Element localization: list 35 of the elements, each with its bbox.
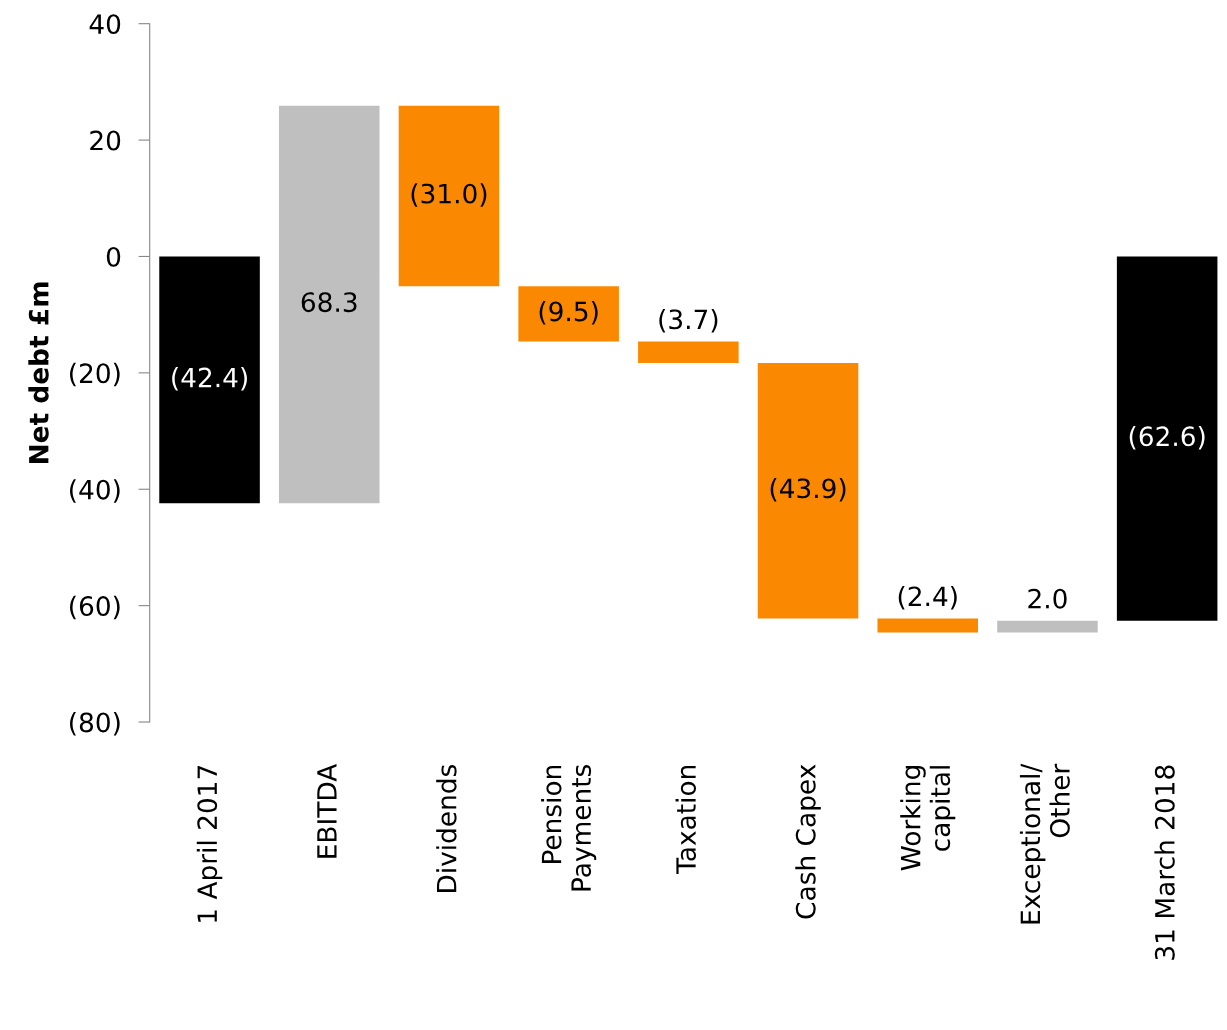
- bar: [757, 362, 859, 619]
- data-label: (2.4): [898, 585, 957, 610]
- x-tick-label: Pension Payments: [541, 764, 597, 891]
- data-label: (43.9): [770, 477, 846, 502]
- x-tick-label: 31 March 2018: [1154, 765, 1175, 960]
- data-label: (62.6): [1129, 425, 1205, 450]
- x-tick-label: 1 April 2017: [196, 765, 223, 922]
- y-tick-label: 40: [89, 14, 121, 35]
- bar: [278, 105, 380, 504]
- data-label: (42.4): [172, 367, 247, 391]
- data-label: (9.5): [539, 301, 598, 325]
- x-tick-label: Cash Capex: [795, 764, 821, 919]
- x-tick-label: Dividends: [436, 764, 457, 892]
- y-tick-label: 0: [106, 246, 121, 267]
- x-tick-label: Exceptional/ Other: [1019, 763, 1070, 924]
- y-tick-label: (40): [70, 479, 120, 503]
- x-tick-label: Taxation: [675, 765, 696, 875]
- bar: [877, 618, 979, 633]
- bar: [1116, 256, 1218, 621]
- y-tick-label: (80): [70, 712, 120, 736]
- x-tick-label: EBITDA: [317, 763, 337, 858]
- bar: [159, 256, 260, 504]
- y-tick-label: (60): [70, 595, 120, 620]
- bar: [398, 105, 500, 287]
- x-tick-label: Working capital: [900, 766, 956, 871]
- y-axis-title: Net debt £m: [28, 282, 49, 463]
- bar: [518, 286, 619, 342]
- y-tick-label: (20): [70, 362, 120, 387]
- data-label: (3.7): [659, 308, 718, 333]
- bar: [997, 620, 1098, 633]
- bar: [638, 341, 739, 363]
- data-label: (31.0): [411, 183, 487, 207]
- data-label: 68.3: [301, 292, 357, 313]
- data-label: 2.0: [1028, 588, 1067, 609]
- y-tick-label: 20: [90, 130, 121, 151]
